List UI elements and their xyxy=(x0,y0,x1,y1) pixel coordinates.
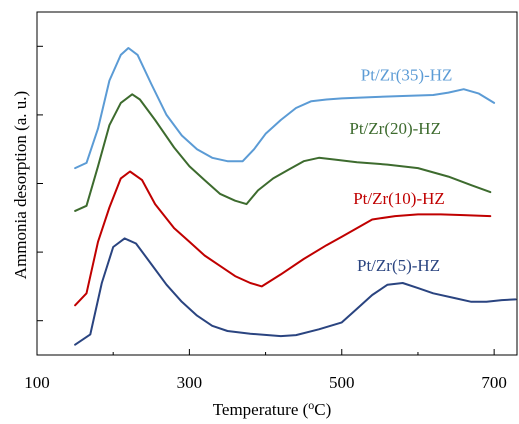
series-label-layer: Pt/Zr(35)-HZ Pt/Zr(20)-HZ Pt/Zr(10)-HZ Pt/Z… xyxy=(349,66,452,275)
x-axis-label-sup: o xyxy=(308,398,314,412)
series-label: Pt/Zr(35)-HZ xyxy=(361,66,453,85)
x-tick-label: 300 xyxy=(177,373,203,392)
plot-frame xyxy=(36,11,518,356)
series-line xyxy=(74,237,517,346)
series-label: Pt/Zr(20)-HZ xyxy=(349,119,441,138)
series-label: Pt/Zr(10)-HZ xyxy=(353,189,445,208)
x-tick-label: 700 xyxy=(481,373,507,392)
series-line xyxy=(74,47,496,170)
x-axis-label-after: C) xyxy=(314,400,331,419)
series-label: Pt/Zr(5)-HZ xyxy=(357,256,440,275)
axis-ticks xyxy=(36,45,495,355)
axis-tick-labels: 100 300 500 700 xyxy=(24,373,507,392)
series-layer xyxy=(74,47,517,346)
y-axis-label: Ammonia desorption (a. u.) xyxy=(11,91,30,279)
x-tick-label: 100 xyxy=(24,373,50,392)
x-axis-label-before: Temperature ( xyxy=(213,400,309,419)
plot-border xyxy=(36,11,518,356)
x-tick-label: 500 xyxy=(329,373,355,392)
x-axis-label: Temperature (oC) xyxy=(213,398,332,419)
series-line xyxy=(74,170,492,307)
series-line xyxy=(74,93,492,212)
